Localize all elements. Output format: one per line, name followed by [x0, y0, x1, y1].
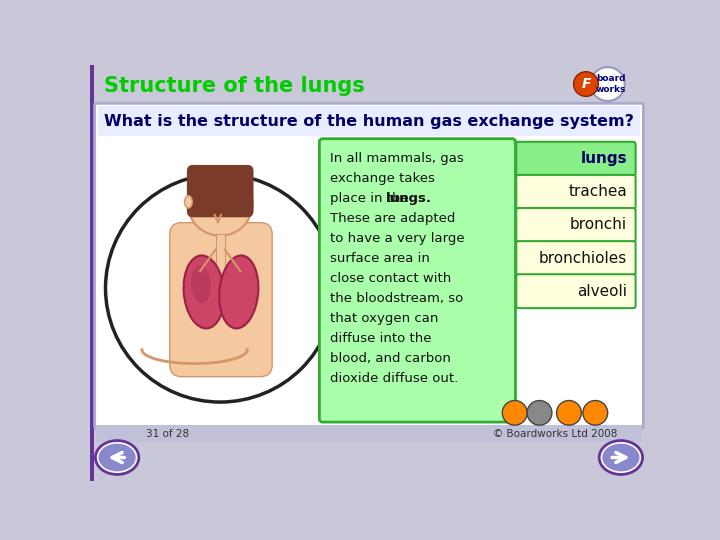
Circle shape	[106, 174, 335, 402]
FancyBboxPatch shape	[320, 139, 516, 422]
FancyBboxPatch shape	[516, 241, 636, 275]
Circle shape	[527, 401, 552, 425]
Text: exchange takes: exchange takes	[330, 172, 435, 185]
Text: F: F	[581, 77, 590, 91]
Text: What is the structure of the human gas exchange system?: What is the structure of the human gas e…	[104, 113, 634, 129]
Text: bronchioles: bronchioles	[539, 251, 627, 266]
Text: that oxygen can: that oxygen can	[330, 312, 438, 325]
Text: lungs: lungs	[580, 151, 627, 166]
Circle shape	[590, 67, 625, 101]
Text: In all mammals, gas: In all mammals, gas	[330, 152, 464, 165]
Text: surface area in: surface area in	[330, 252, 430, 265]
Text: © Boardworks Ltd 2008: © Boardworks Ltd 2008	[492, 429, 617, 438]
Text: dioxide diffuse out.: dioxide diffuse out.	[330, 372, 459, 385]
Ellipse shape	[602, 444, 639, 471]
Text: Structure of the lungs: Structure of the lungs	[104, 76, 365, 96]
Bar	[90, 65, 94, 481]
Bar	[208, 219, 233, 246]
FancyBboxPatch shape	[94, 103, 644, 428]
Ellipse shape	[99, 444, 136, 471]
FancyBboxPatch shape	[187, 165, 253, 217]
Bar	[96, 425, 642, 442]
Circle shape	[188, 171, 253, 236]
Ellipse shape	[184, 195, 192, 208]
Text: 31 of 28: 31 of 28	[146, 429, 189, 438]
Text: the bloodstream, so: the bloodstream, so	[330, 292, 464, 305]
Text: close contact with: close contact with	[330, 272, 451, 285]
Text: bronchi: bronchi	[570, 218, 627, 232]
Circle shape	[503, 401, 527, 425]
Ellipse shape	[184, 255, 224, 328]
Ellipse shape	[599, 441, 642, 475]
Circle shape	[574, 72, 598, 96]
Ellipse shape	[96, 441, 139, 475]
FancyBboxPatch shape	[516, 274, 636, 308]
FancyBboxPatch shape	[516, 208, 636, 242]
Text: place in the: place in the	[330, 192, 413, 205]
Ellipse shape	[193, 173, 248, 195]
Bar	[215, 234, 225, 276]
Text: These are adapted: These are adapted	[330, 212, 456, 225]
Text: blood, and carbon: blood, and carbon	[330, 352, 451, 365]
Text: board
works: board works	[595, 75, 626, 94]
FancyBboxPatch shape	[170, 222, 272, 377]
Text: alveoli: alveoli	[577, 284, 627, 299]
Ellipse shape	[191, 265, 211, 303]
Circle shape	[583, 401, 608, 425]
Text: to have a very large: to have a very large	[330, 232, 465, 245]
FancyBboxPatch shape	[516, 142, 636, 176]
Bar	[94, 65, 648, 103]
Text: diffuse into the: diffuse into the	[330, 332, 432, 345]
Ellipse shape	[219, 255, 258, 328]
FancyBboxPatch shape	[516, 175, 636, 209]
Circle shape	[557, 401, 581, 425]
Text: lungs.: lungs.	[386, 192, 432, 205]
Text: trachea: trachea	[568, 184, 627, 199]
Bar	[98, 106, 640, 136]
